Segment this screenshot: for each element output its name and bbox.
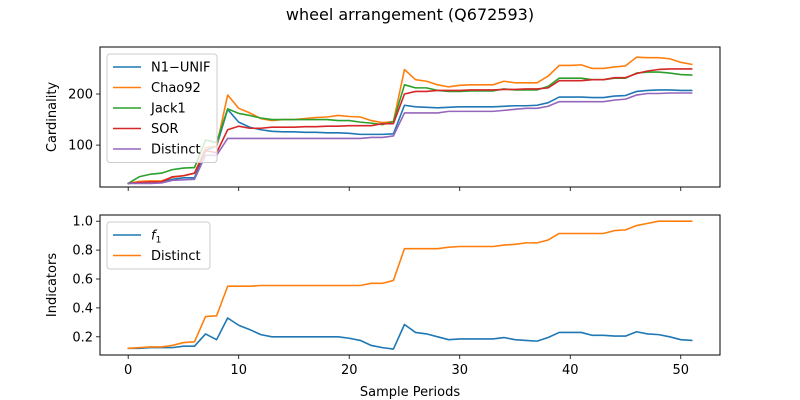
legend-label: SOR (151, 122, 179, 137)
legend: f1 Distinct (106, 221, 211, 270)
x-tick-label: 50 (672, 363, 689, 378)
y-tick-label: 1.0 (72, 215, 93, 230)
legend: N1−UNIF Chao92 Jack1 SOR Distinct (106, 53, 218, 163)
indicators-panel: 0 10 20 30 40 50 0.2 0.4 0.6 0.8 1.0 Indicators Samp… (45, 214, 721, 400)
legend-box (106, 221, 211, 270)
cardinality-panel: 100 200 Cardinality N1−UNIF Chao92 Jack1 SOR Di… (45, 46, 721, 191)
series-line-distinct (127, 92, 693, 185)
series-line-sor (127, 68, 693, 185)
legend-label: N1−UNIF (151, 61, 210, 76)
plot-frame (99, 214, 721, 356)
y-axis-label: Indicators (45, 253, 60, 317)
legend-label: Chao92 (151, 81, 201, 96)
legend-label: Distinct (151, 249, 201, 264)
y-tick-label: 0.6 (72, 273, 93, 288)
legend-label: Distinct (151, 143, 201, 158)
y-tick-label: 0.8 (72, 244, 93, 259)
x-tick-label: 40 (562, 363, 579, 378)
y-tick-label: 0.4 (72, 301, 93, 316)
legend-box (106, 53, 218, 163)
series-line-distinct (127, 220, 693, 350)
x-tick-label: 20 (341, 363, 358, 378)
legend-label: f1 (151, 229, 161, 246)
y-tick-label: 100 (68, 139, 93, 154)
figure-title: wheel arrangement (Q672593) (286, 5, 534, 24)
y-tick-label: 200 (68, 88, 93, 103)
x-tick-label: 10 (230, 363, 247, 378)
y-tick-label: 0.2 (72, 330, 93, 345)
plot-frame (99, 46, 721, 188)
legend-label: Jack1 (150, 102, 186, 117)
x-axis-label: Sample Periods (360, 385, 460, 400)
y-axis-label: Cardinality (45, 82, 60, 153)
x-tick-label: 30 (451, 363, 468, 378)
series-line-chao92 (127, 56, 693, 185)
series-line-f1 (127, 317, 693, 350)
x-tick-label: 0 (124, 363, 132, 378)
